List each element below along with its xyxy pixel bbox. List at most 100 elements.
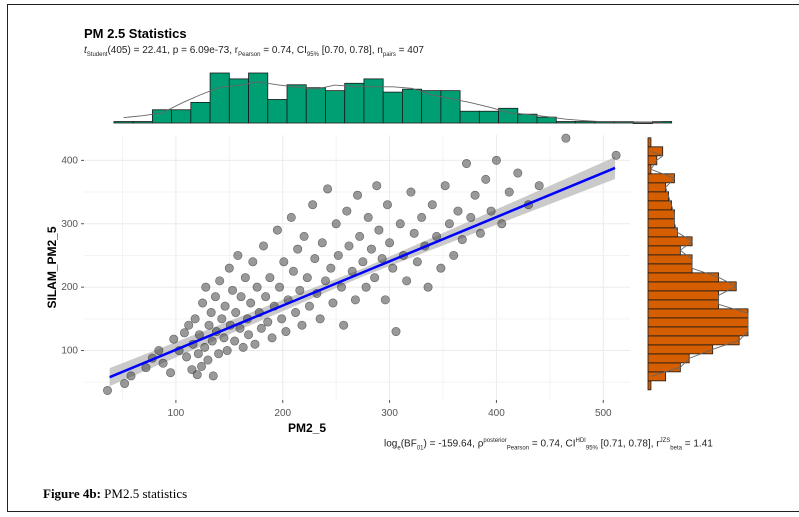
data-point	[267, 333, 277, 343]
data-point	[215, 276, 225, 286]
data-point	[207, 336, 217, 346]
data-point	[406, 187, 416, 197]
data-point	[417, 212, 427, 222]
data-point	[201, 282, 211, 292]
data-point	[504, 187, 514, 197]
data-point	[198, 298, 208, 308]
top-histogram-bar	[344, 82, 365, 124]
data-point	[462, 159, 472, 169]
x-tick-label: 100	[168, 408, 185, 419]
y-tick-label: 300	[61, 219, 78, 230]
data-point	[337, 282, 347, 292]
right-histogram-bar	[647, 146, 664, 157]
data-point	[436, 263, 446, 273]
data-point	[256, 323, 266, 333]
data-point	[358, 257, 368, 267]
data-point	[204, 320, 214, 330]
x-tick-label: 200	[274, 408, 291, 419]
data-point	[166, 368, 176, 378]
right-histogram-bar	[647, 218, 675, 229]
top-histogram-bar	[536, 116, 557, 124]
top-histogram-bar	[325, 90, 346, 124]
y-axis-label: SILAM_PM2_5	[45, 226, 59, 308]
top-histogram-bar	[305, 87, 326, 124]
data-point	[344, 241, 354, 251]
data-point	[192, 370, 202, 380]
data-point	[193, 349, 203, 359]
data-point	[453, 206, 463, 216]
data-point	[272, 225, 282, 235]
data-point	[231, 308, 241, 318]
data-point	[236, 292, 246, 302]
data-point	[103, 385, 113, 395]
top-histogram-bar	[248, 72, 269, 124]
data-point	[361, 282, 371, 292]
data-point	[261, 292, 271, 302]
data-point	[299, 231, 309, 241]
data-point	[179, 328, 189, 338]
data-point	[228, 285, 238, 295]
data-point	[169, 334, 179, 344]
right-histogram-bar	[647, 227, 678, 238]
top-histogram-bar	[132, 121, 153, 124]
right-density-curve	[650, 150, 749, 377]
data-point	[233, 250, 243, 260]
data-point	[230, 336, 240, 346]
right-histogram-bar	[647, 137, 652, 148]
data-point	[263, 317, 273, 327]
data-point	[277, 314, 287, 324]
y-tick-label: 400	[61, 155, 78, 166]
data-point	[440, 181, 450, 191]
data-point	[534, 181, 544, 191]
data-point	[355, 231, 365, 241]
data-point	[310, 254, 320, 264]
data-point	[120, 379, 130, 389]
data-point	[275, 282, 285, 292]
top-histogram-bar	[402, 88, 423, 124]
x-axis-label: PM2_5	[288, 421, 326, 435]
data-point	[240, 273, 250, 283]
top-histogram-bar	[209, 72, 230, 124]
top-histogram-bar	[363, 78, 384, 124]
top-histogram-bar	[267, 99, 288, 124]
data-point	[265, 273, 275, 283]
data-point	[326, 263, 336, 273]
top-histogram-bar	[555, 121, 576, 124]
data-point	[141, 363, 151, 373]
data-point	[475, 228, 485, 238]
top-histogram-bar	[171, 109, 192, 124]
data-point	[323, 184, 333, 194]
right-histogram-bar	[647, 344, 714, 355]
data-point	[449, 250, 459, 260]
data-point	[388, 263, 398, 273]
data-point	[208, 371, 218, 381]
right-histogram-bar	[647, 236, 693, 247]
top-histogram-bar	[459, 110, 480, 124]
figure-frame	[7, 4, 799, 512]
top-histogram-bar	[440, 90, 461, 124]
data-point	[222, 346, 232, 356]
data-point	[377, 254, 387, 264]
data-point	[246, 298, 256, 308]
data-point	[259, 241, 269, 251]
data-point	[486, 206, 496, 216]
right-histogram-bar	[647, 254, 693, 265]
data-point	[182, 352, 192, 362]
data-point	[302, 273, 312, 283]
data-point	[219, 333, 229, 343]
data-point	[331, 219, 341, 229]
data-point	[342, 206, 352, 216]
data-point	[288, 266, 298, 276]
data-point	[353, 190, 363, 200]
data-point	[427, 200, 437, 210]
right-histogram-bar	[647, 326, 749, 337]
x-tick-label: 500	[595, 408, 612, 419]
data-point	[513, 168, 523, 178]
top-histogram-bar	[190, 102, 211, 124]
y-tick-label: 100	[61, 346, 78, 357]
right-histogram-bar	[647, 290, 719, 301]
right-histogram-bar	[647, 353, 690, 364]
data-point	[203, 355, 213, 365]
data-point	[320, 276, 330, 286]
